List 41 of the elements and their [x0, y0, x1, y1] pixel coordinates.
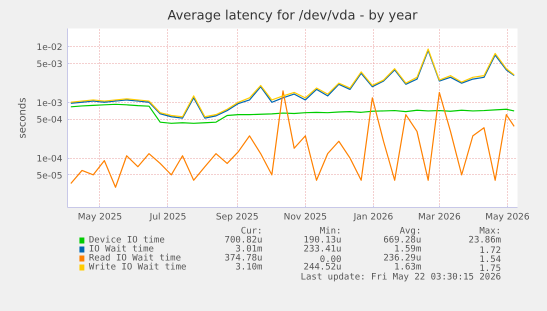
text: 190.13u [304, 236, 342, 246]
x-tick-label: Sep 2025 [216, 212, 259, 222]
line-series [70, 90, 515, 188]
y-tick-label: 5e-04 [36, 116, 63, 126]
x-tick-label: Jul 2025 [148, 212, 186, 222]
y-tick-label: 1e-02 [36, 42, 63, 53]
legend-label: Device IO time [88, 236, 165, 246]
text: 1.59m [394, 244, 422, 254]
x-tick-label: Jan 2026 [352, 212, 394, 222]
line-series [70, 104, 515, 124]
text: Avg: [400, 226, 422, 236]
x-tick-label: Nov 2025 [284, 212, 328, 222]
text: 374.78u [224, 254, 262, 264]
text: 23.86m [468, 236, 502, 246]
x-tick-label: May 2025 [78, 212, 122, 222]
text: 1.75 [479, 264, 502, 274]
text: 233.41u [304, 244, 342, 254]
chart-title: Average latency for /dev/vda - by year [167, 8, 418, 24]
text: Last update: Fri May 22 03:30:15 2026 [300, 272, 502, 282]
legend-label: IO Wait time [88, 244, 154, 254]
legend-label: Read IO Wait time [88, 254, 182, 264]
text: 669.28u [383, 236, 422, 246]
text: 3.01m [235, 244, 262, 254]
text: 1.72 [479, 246, 502, 256]
y-axis-title: seconds [18, 98, 29, 138]
y-tick-label: 5e-03 [36, 60, 63, 70]
text: Max: [479, 226, 502, 236]
y-tick-label: 5e-05 [36, 171, 63, 182]
y-tick-label: 1e-04 [36, 154, 63, 165]
text: 1.54 [479, 255, 502, 265]
text: Min: [320, 226, 342, 236]
x-tick-label: Mar 2026 [418, 212, 461, 222]
text: Cur: [240, 226, 262, 236]
legend-label: Write IO Wait time [88, 262, 186, 272]
x-tick-label: May 2026 [485, 212, 530, 222]
y-tick-label: 1e-03 [36, 98, 63, 109]
text: 244.52u [304, 262, 342, 272]
text: 700.82u [224, 236, 262, 246]
text: 1.63m [394, 262, 422, 272]
text: 3.10m [235, 262, 262, 272]
text: 236.29u [383, 254, 422, 264]
